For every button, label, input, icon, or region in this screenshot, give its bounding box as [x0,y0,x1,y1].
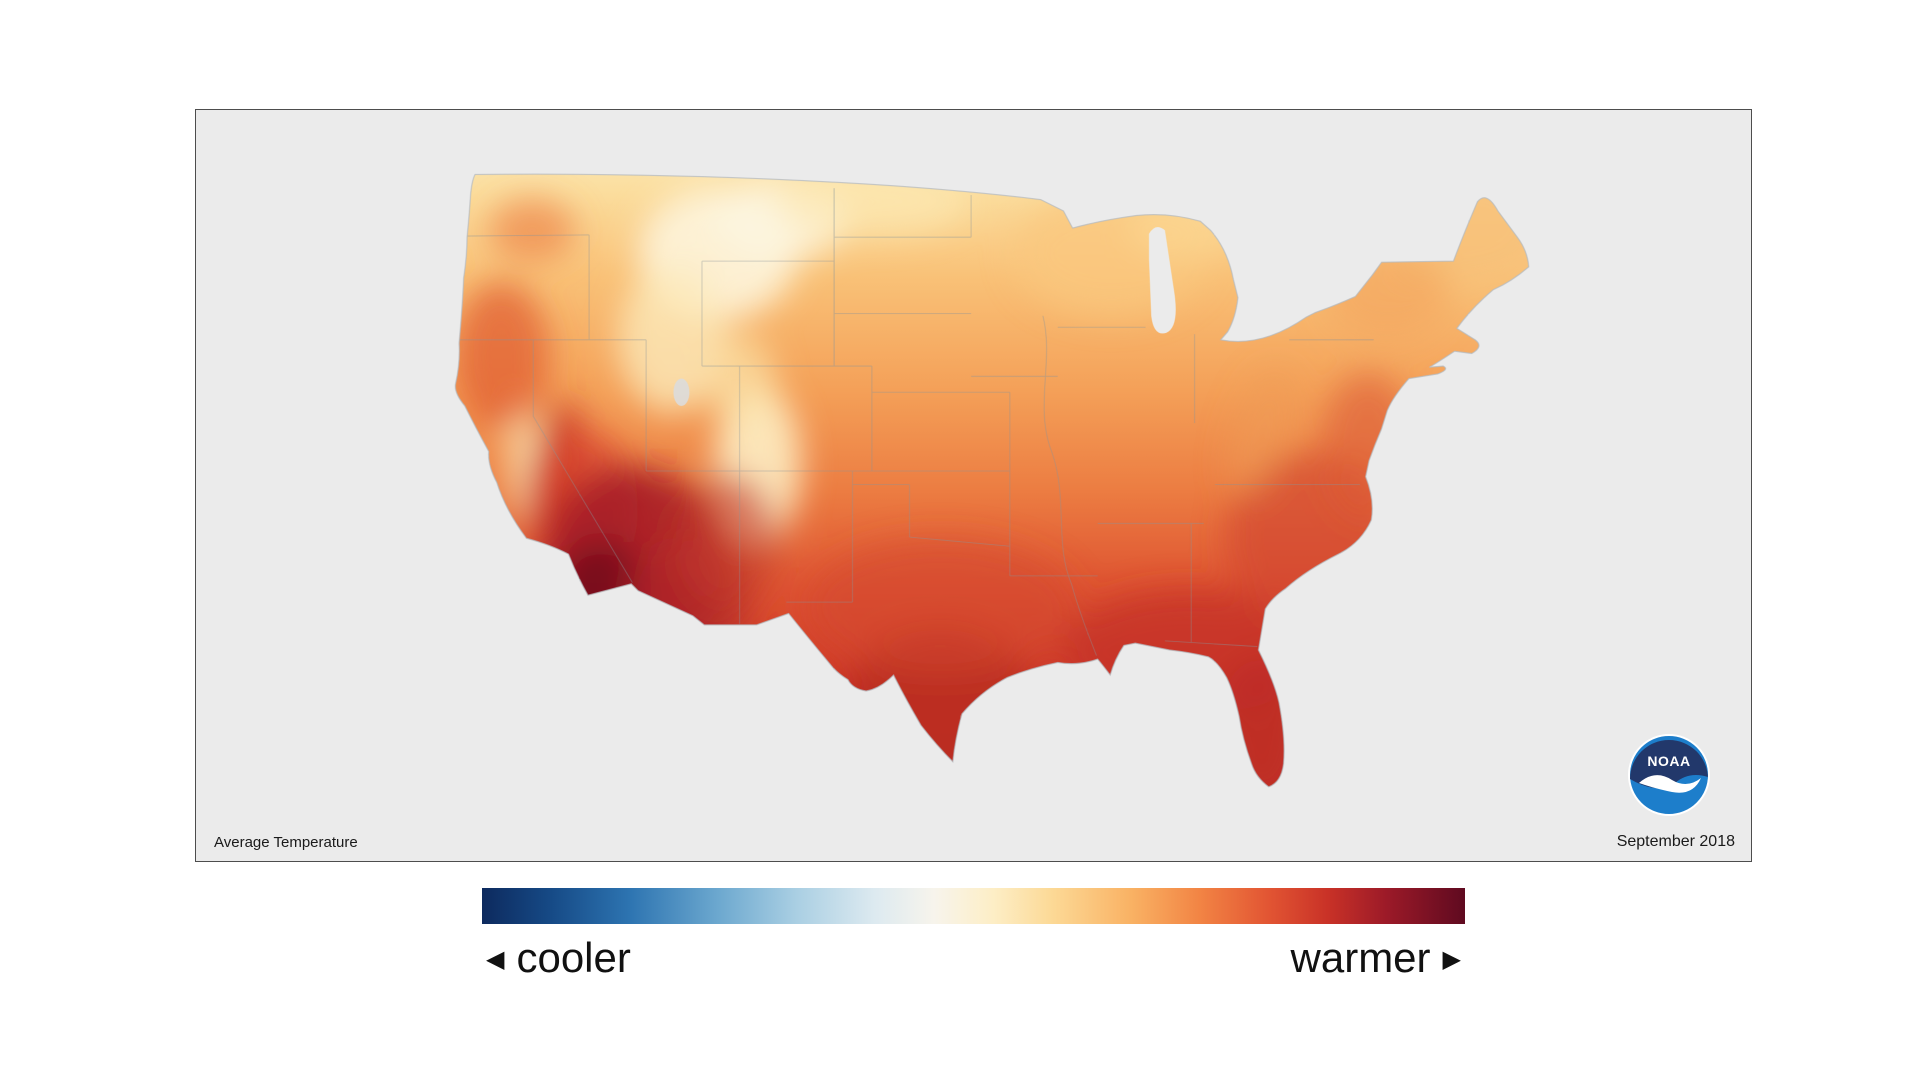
legend-gradient-bar [482,888,1465,924]
map-date-label: September 2018 [1616,833,1735,850]
us-temperature-map [454,173,1530,788]
noaa-logo-text: NOAA [1647,753,1690,769]
map-panel: NOAA Average Temperature September 2018 [195,109,1752,862]
warmer-label: warmer [1290,934,1431,981]
great-salt-lake [673,378,690,406]
legend-warmer: warmer ▶ [1291,934,1461,982]
cooler-label: cooler [516,934,631,981]
cooler-arrow-icon: ◀ [486,946,505,973]
legend-labels: ◀ cooler warmer ▶ [482,930,1465,986]
state-borders [456,188,1374,656]
noaa-logo: NOAA [1628,734,1710,816]
noaa-logo-bird-icon [1639,775,1701,793]
warmer-arrow-icon: ▶ [1442,946,1461,973]
noaa-logo-top [1630,740,1708,789]
map-variable-label: Average Temperature [214,834,358,851]
lake-michigan [1148,227,1176,334]
legend-cooler: ◀ cooler [486,934,631,982]
us-outline [454,173,1530,788]
temperature-surface [455,174,1529,787]
